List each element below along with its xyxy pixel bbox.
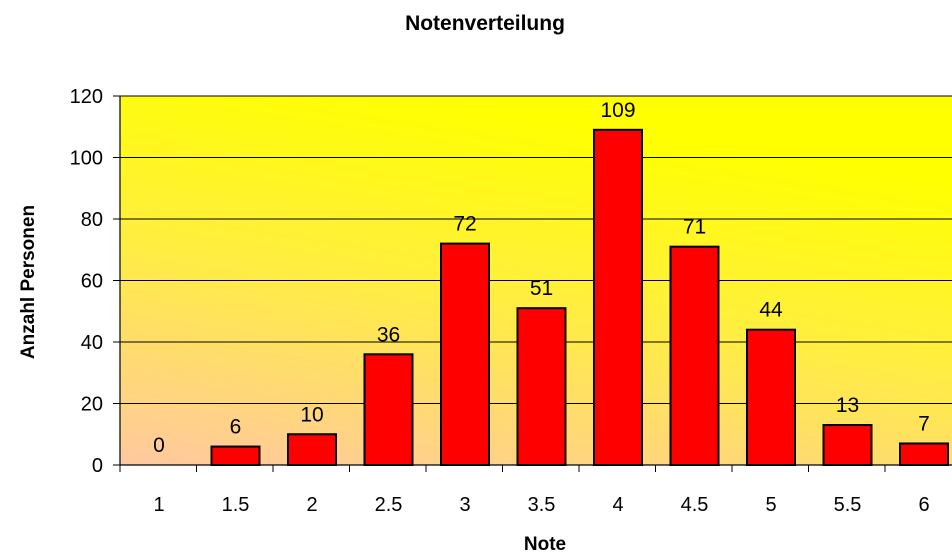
x-tick-label: 1.5: [222, 494, 250, 516]
x-tick-label: 2: [306, 494, 317, 516]
x-tick-labels: 1 1.5 2 2.5 3 3.5 4 4.5 5 5.5 6: [153, 494, 929, 516]
data-label: 10: [300, 403, 323, 426]
data-label: 109: [600, 99, 635, 122]
data-label: 7: [918, 412, 930, 435]
x-tick-label: 3: [459, 494, 470, 516]
data-label: 51: [530, 277, 553, 300]
x-tick-label: 4: [612, 494, 623, 516]
bar: [746, 328, 796, 467]
x-tick-label: 1: [153, 494, 164, 516]
data-labels: 0 6 10 36 72 51 109 71 44 13 7: [153, 99, 930, 457]
x-tick-label: 2.5: [375, 494, 403, 516]
y-axis-label: Anzahl Personen: [18, 205, 39, 359]
y-tick-label: 120: [70, 86, 103, 108]
bar: [593, 128, 643, 466]
y-tick-label: 60: [81, 271, 103, 293]
bars: [210, 128, 949, 467]
bar: [822, 424, 873, 466]
y-tick-labels: 0 20 40 60 80 100 120: [70, 86, 103, 477]
chart-title: Notenverteilung: [405, 12, 565, 35]
data-label: 72: [453, 213, 476, 236]
bar: [669, 245, 720, 466]
y-tick-label: 100: [70, 148, 103, 170]
data-label: 0: [153, 434, 165, 457]
x-axis-label: Note: [524, 534, 566, 555]
y-tick-label: 40: [81, 332, 103, 354]
y-tick-label: 80: [81, 209, 103, 231]
x-tick-label: 5: [765, 494, 776, 516]
data-label: 6: [230, 416, 242, 439]
x-tick-label: 4.5: [681, 494, 709, 516]
bar: [899, 442, 949, 467]
bar: [287, 433, 337, 466]
data-label: 71: [683, 216, 706, 239]
x-tick-label: 5.5: [834, 494, 862, 516]
bar: [516, 307, 567, 466]
y-tick-label: 20: [81, 394, 103, 416]
data-label: 36: [377, 323, 400, 346]
bar: [210, 445, 261, 466]
data-label: 44: [759, 299, 783, 322]
axes: [113, 95, 952, 472]
y-tick-label: 0: [92, 455, 103, 477]
x-tick-label: 3.5: [528, 494, 556, 516]
bar: [363, 353, 414, 466]
bar: [440, 242, 490, 466]
x-tick-label: 6: [918, 494, 929, 516]
data-label: 13: [836, 394, 859, 417]
